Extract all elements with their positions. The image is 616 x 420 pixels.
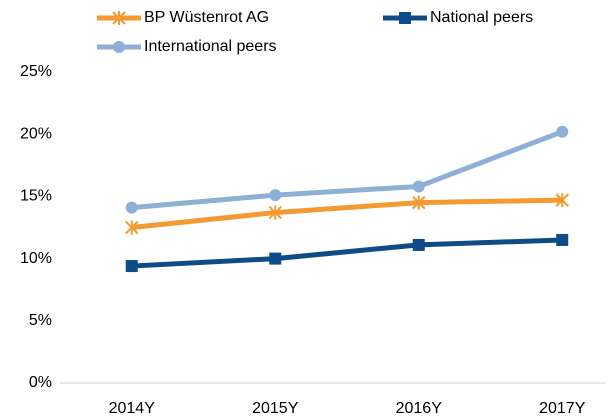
legend-marker xyxy=(399,12,411,24)
marker xyxy=(412,195,426,210)
marker xyxy=(268,205,282,220)
y-tick-label: 10% xyxy=(20,250,52,267)
marker xyxy=(125,260,138,273)
y-tick-label: 25% xyxy=(20,63,52,80)
series-line xyxy=(131,129,564,211)
marker xyxy=(556,125,569,138)
marker xyxy=(412,238,425,251)
x-tick-label: 2015Y xyxy=(252,400,299,417)
legend-marker xyxy=(113,41,125,53)
marker xyxy=(412,180,425,193)
series-line xyxy=(131,197,563,230)
legend-label: National peers xyxy=(430,9,533,26)
legend-label: BP Wüstenrot AG xyxy=(144,9,269,26)
y-tick-label: 0% xyxy=(29,374,52,391)
y-tick-label: 5% xyxy=(29,312,52,329)
marker xyxy=(555,193,569,208)
marker xyxy=(556,233,569,246)
marker xyxy=(269,252,282,265)
x-tick-label: 2014Y xyxy=(109,400,156,417)
marker xyxy=(269,189,282,202)
legend-marker xyxy=(112,11,126,25)
marker xyxy=(125,201,138,214)
y-tick-label: 15% xyxy=(20,188,52,205)
series-line xyxy=(131,237,563,269)
x-tick-label: 2016Y xyxy=(396,400,443,417)
legend-label: International peers xyxy=(144,38,277,55)
marker xyxy=(125,220,139,235)
y-tick-label: 20% xyxy=(20,125,52,142)
x-tick-label: 2017Y xyxy=(539,400,586,417)
